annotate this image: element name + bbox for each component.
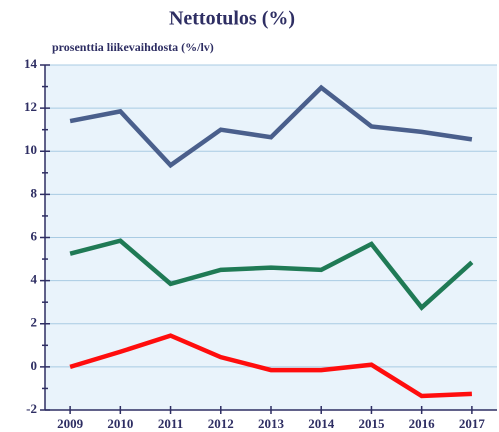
- y-tick-label: 8: [31, 185, 38, 200]
- x-tick-label: 2009: [57, 416, 84, 431]
- y-tick-label: 0: [31, 358, 38, 373]
- y-tick-label: 6: [31, 228, 38, 243]
- series-line: [69, 333, 472, 399]
- x-tick-label: 2013: [258, 416, 285, 431]
- x-tick-label: 2015: [358, 416, 385, 431]
- y-tick-label: 2: [31, 315, 38, 330]
- series-line: [69, 84, 473, 169]
- chart-subtitle: prosenttia liikevaihdosta (%/lv): [52, 40, 214, 54]
- chart-title: Nettotulos (%): [169, 8, 295, 30]
- y-tick-label: 10: [24, 142, 37, 157]
- y-tick-label: -2: [26, 401, 37, 416]
- x-tick-label: 2011: [158, 416, 183, 431]
- x-tick-label: 2016: [409, 416, 436, 431]
- x-tick-label: 2012: [208, 416, 234, 431]
- y-tick-label: 14: [24, 56, 38, 71]
- x-tick-label: 2010: [107, 416, 133, 431]
- x-tick-label: 2017: [459, 416, 486, 431]
- y-tick-label: 4: [31, 272, 38, 287]
- y-tick-label: 12: [24, 99, 37, 114]
- x-tick-label: 2014: [308, 416, 335, 431]
- series-line: [69, 238, 474, 311]
